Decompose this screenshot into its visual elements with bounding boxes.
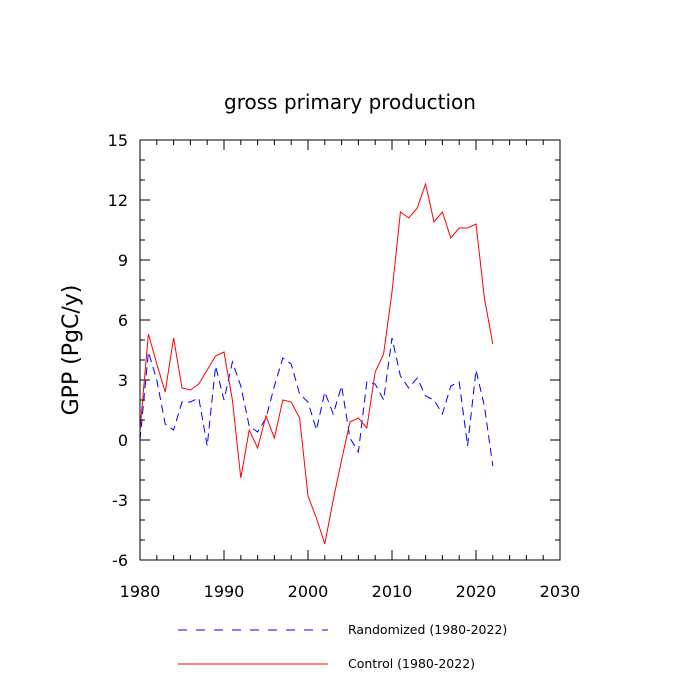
- y-axis-label: GPP (PgC/y): [59, 285, 84, 416]
- plot-frame: [139, 139, 561, 561]
- y-tick-label: 3: [118, 371, 128, 390]
- axis-ticks: 1980 1990 2000 2010 2020 2030 -6 -3 0 3 6 9 12 15: [108, 131, 581, 601]
- legend: Randomized (1980-2022) Control (1980-202…: [178, 622, 507, 671]
- y-tick-label: 12: [108, 191, 128, 210]
- y-tick-label: 9: [118, 251, 128, 270]
- y-tick-label: 6: [118, 311, 128, 330]
- x-tick-label: 2010: [372, 582, 413, 601]
- y-tick-label: -3: [112, 491, 128, 510]
- x-tick-label: 2030: [540, 582, 581, 601]
- y-tick-label: 0: [118, 431, 128, 450]
- series-line-control: [139, 182, 494, 545]
- x-tick-label: 2000: [288, 582, 329, 601]
- x-tick-label: 1980: [120, 582, 161, 601]
- y-tick-label: -6: [112, 551, 128, 570]
- legend-label-control: Control (1980-2022): [348, 656, 475, 671]
- y-tick-label: 15: [108, 131, 128, 150]
- x-tick-label: 1990: [204, 582, 245, 601]
- legend-label-randomized: Randomized (1980-2022): [348, 622, 507, 637]
- series-line-randomized: [139, 337, 494, 467]
- chart-title: gross primary production: [224, 90, 476, 114]
- series-group: [139, 182, 494, 545]
- x-tick-label: 2020: [456, 582, 497, 601]
